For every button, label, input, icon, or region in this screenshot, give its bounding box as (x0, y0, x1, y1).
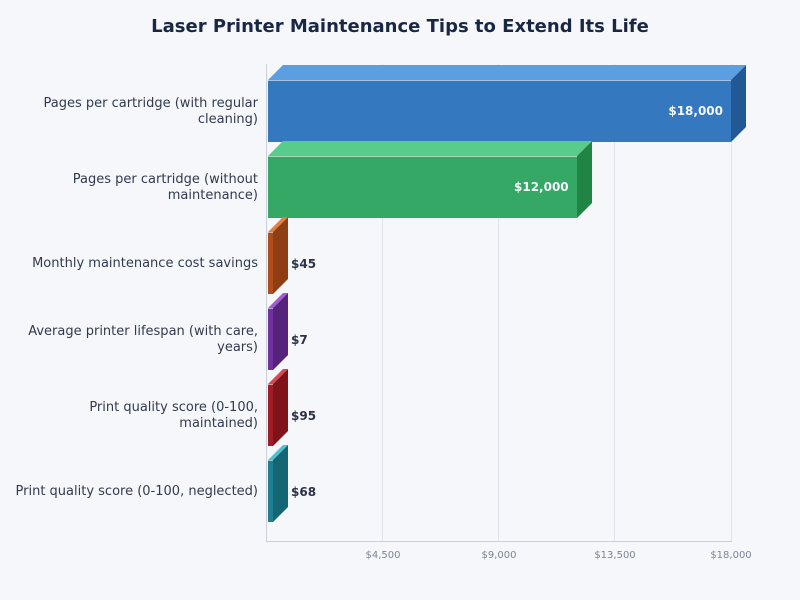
bar-side-face (273, 445, 288, 522)
bar-top-face (268, 141, 592, 156)
bar-value-label: $12,000 (514, 180, 569, 194)
x-tick-label: $13,500 (594, 550, 636, 561)
category-label-line: Print quality score (0-100, (89, 400, 258, 415)
x-tick-label: $18,000 (710, 550, 752, 561)
bar-front-face (268, 232, 273, 294)
bar-value-label: $45 (291, 257, 317, 271)
y-category-label: Monthly maintenance cost savings (6, 256, 258, 272)
bar-value-label: $95 (291, 409, 317, 423)
category-label-line: Print quality score (0-100, neglected) (15, 484, 258, 499)
bar-side-face (731, 65, 746, 142)
bar-side-face (273, 217, 288, 294)
category-label-line: Pages per cartridge (with regular (43, 96, 258, 111)
category-label-line: cleaning) (197, 112, 258, 127)
y-category-label: Print quality score (0-100, maintained) (6, 400, 258, 432)
bar-value-label: $7 (291, 333, 308, 347)
category-label-line: maintenance) (167, 188, 258, 203)
bar-front-face (268, 156, 577, 218)
category-label-line: years) (217, 340, 258, 355)
x-axis-line (266, 541, 732, 542)
chart-title: Laser Printer Maintenance Tips to Extend… (151, 16, 649, 37)
gridline (614, 64, 615, 541)
bar[interactable] (268, 293, 288, 370)
bar-top-face (268, 65, 746, 80)
gridline (382, 64, 383, 541)
bar[interactable] (268, 445, 288, 522)
x-tick-label: $9,000 (481, 550, 517, 561)
bar-front-face (268, 308, 273, 370)
y-category-label: Pages per cartridge (without maintenance) (6, 172, 258, 204)
y-category-label: Pages per cartridge (with regular cleanin… (6, 96, 258, 128)
bar[interactable]: $18,000 (268, 65, 746, 142)
bar-value-label: $18,000 (668, 104, 723, 118)
bar-side-face (273, 369, 288, 446)
bar-front-face (268, 80, 731, 142)
x-tick-label: $4,500 (365, 550, 401, 561)
category-label-line: Monthly maintenance cost savings (32, 256, 258, 271)
bar-side-face (273, 293, 288, 370)
bar-front-face (268, 460, 273, 522)
bar-value-label: $68 (291, 485, 317, 499)
category-label-line: Average printer lifespan (with care, (28, 324, 258, 339)
bar[interactable] (268, 217, 288, 294)
category-label-line: maintained) (179, 416, 258, 431)
y-category-label: Average printer lifespan (with care, year… (6, 324, 258, 356)
category-label-line: Pages per cartridge (without (72, 172, 258, 187)
gridline (498, 64, 499, 541)
y-category-label: Print quality score (0-100, neglected) (6, 484, 258, 500)
bar[interactable]: $12,000 (268, 141, 592, 218)
bar-front-face (268, 384, 273, 446)
bar-side-face (576, 141, 592, 218)
bar[interactable] (268, 369, 288, 446)
y-axis-line (266, 64, 267, 541)
gridline (731, 64, 732, 541)
